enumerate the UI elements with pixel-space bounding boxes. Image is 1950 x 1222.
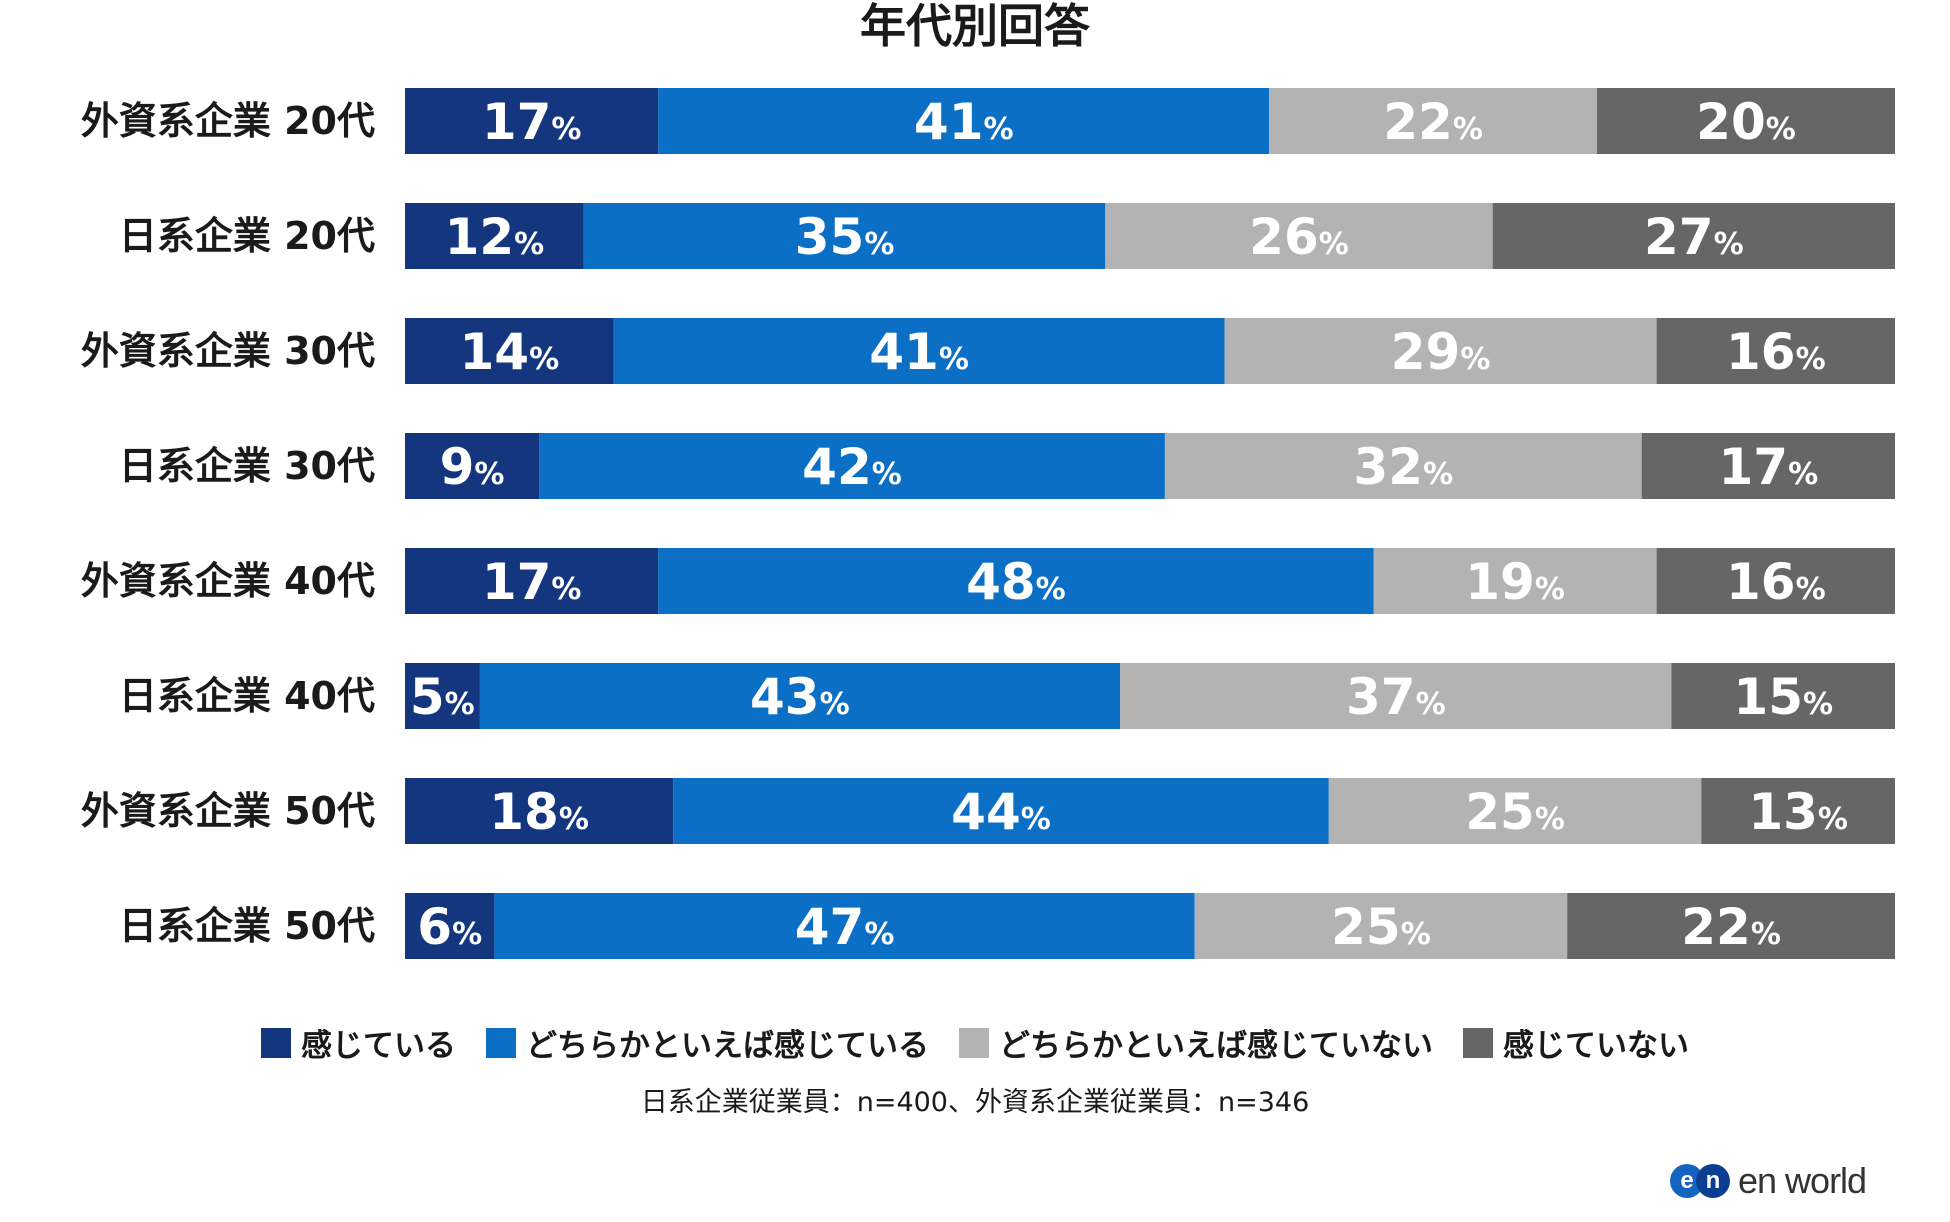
data-label: 44%: [951, 783, 1051, 841]
bar-segment: [1269, 88, 1597, 154]
data-label: 25%: [1465, 783, 1565, 841]
bar-segment: [673, 778, 1329, 844]
legend-label: どちらかといえば感じている: [526, 1028, 929, 1064]
data-label: 16%: [1726, 553, 1826, 611]
bar-segment: [405, 663, 480, 729]
data-label: 17%: [482, 553, 582, 611]
data-label: 26%: [1249, 208, 1349, 266]
bar-segment: [613, 318, 1225, 384]
stacked-bar-chart: 外資系企業 20代 17% 41% 22% 20% 日系企業 20代 12% 35% 26% 27…: [81, 88, 1895, 959]
logo-badge-icon: e n: [1670, 1164, 1730, 1198]
bar-segment: [1328, 778, 1702, 844]
legend-item: 感じている: [261, 1020, 456, 1065]
bar-segment: [1105, 203, 1493, 269]
data-label: 13%: [1748, 783, 1848, 841]
data-label: 19%: [1465, 553, 1565, 611]
legend-swatch: [486, 1027, 516, 1058]
legend-swatch: [959, 1027, 989, 1058]
category-label: 外資系企業 50代: [81, 789, 375, 833]
bar-segment: [539, 433, 1165, 499]
data-label: 22%: [1681, 898, 1781, 956]
bar-segment: [1373, 548, 1657, 614]
bar-segment: [1120, 663, 1672, 729]
legend-label: どちらかといえば感じていない: [999, 1028, 1433, 1064]
data-label: 18%: [489, 783, 589, 841]
logo-text: en world: [1738, 1160, 1867, 1201]
legend-swatch: [261, 1027, 291, 1058]
bar-segment: [1492, 203, 1895, 269]
bar-segment: [479, 663, 1121, 729]
category-label: 外資系企業 30代: [81, 329, 375, 373]
logo-badge-letter: n: [1696, 1164, 1730, 1198]
category-label: 日系企業 20代: [119, 214, 375, 258]
data-label: 20%: [1696, 93, 1796, 151]
bar-segment: [405, 203, 584, 269]
data-label: 17%: [1719, 438, 1819, 496]
bar-segment: [405, 893, 495, 959]
footnote: 日系企業従業員：n=400、外資系企業従業員：n=346: [640, 1087, 1310, 1118]
data-label: 27%: [1644, 208, 1744, 266]
data-label: 9%: [440, 438, 505, 496]
bar-segment: [405, 548, 659, 614]
bar-segment: [405, 88, 659, 154]
bar-segment: [1641, 433, 1895, 499]
category-label: 日系企業 40代: [119, 674, 375, 718]
data-label: 14%: [459, 323, 559, 381]
chart-title: 年代別回答: [860, 0, 1090, 53]
legend: 感じている どちらかといえば感じている どちらかといえば感じていない 感じていない: [0, 1020, 1950, 1065]
data-label: 41%: [914, 93, 1014, 151]
legend-item: どちらかといえば感じている: [486, 1020, 929, 1065]
bar-segment: [1567, 893, 1895, 959]
data-label: 5%: [410, 668, 475, 726]
bar-segment: [405, 433, 540, 499]
category-label: 外資系企業 40代: [81, 559, 375, 603]
bar-segment: [1656, 318, 1895, 384]
bar-segment: [1194, 893, 1568, 959]
bar-segment: [494, 893, 1195, 959]
category-label: 日系企業 30代: [119, 444, 375, 488]
bar-segment: [658, 88, 1270, 154]
legend-swatch: [1463, 1027, 1493, 1058]
enworld-logo: e n en world: [1670, 1160, 1867, 1202]
bar-segment: [1656, 548, 1895, 614]
data-label: 17%: [482, 93, 582, 151]
bar-segment: [1597, 88, 1895, 154]
bar-segment: [1671, 663, 1895, 729]
data-label: 12%: [445, 208, 545, 266]
data-label: 41%: [869, 323, 969, 381]
data-label: 6%: [417, 898, 482, 956]
category-label: 日系企業 50代: [119, 904, 375, 948]
legend-label: 感じていない: [1503, 1028, 1689, 1064]
data-label: 16%: [1726, 323, 1826, 381]
data-label: 29%: [1391, 323, 1491, 381]
data-label: 25%: [1331, 898, 1431, 956]
data-label: 22%: [1383, 93, 1483, 151]
data-label: 47%: [795, 898, 895, 956]
legend-item: 感じていない: [1463, 1020, 1689, 1065]
data-label: 15%: [1733, 668, 1833, 726]
data-label: 37%: [1346, 668, 1446, 726]
bar-segment: [405, 778, 674, 844]
legend-item: どちらかといえば感じていない: [959, 1020, 1433, 1065]
legend-label: 感じている: [301, 1028, 456, 1064]
bar-segment: [1701, 778, 1895, 844]
bar-segment: [405, 318, 614, 384]
data-label: 35%: [795, 208, 895, 266]
bar-segment: [1164, 433, 1642, 499]
data-label: 43%: [750, 668, 850, 726]
bar-segment: [1224, 318, 1657, 384]
data-label: 42%: [802, 438, 902, 496]
category-label: 外資系企業 20代: [81, 99, 375, 143]
bar-segment: [658, 548, 1374, 614]
data-label: 32%: [1353, 438, 1453, 496]
data-label: 48%: [966, 553, 1066, 611]
bar-segment: [583, 203, 1106, 269]
